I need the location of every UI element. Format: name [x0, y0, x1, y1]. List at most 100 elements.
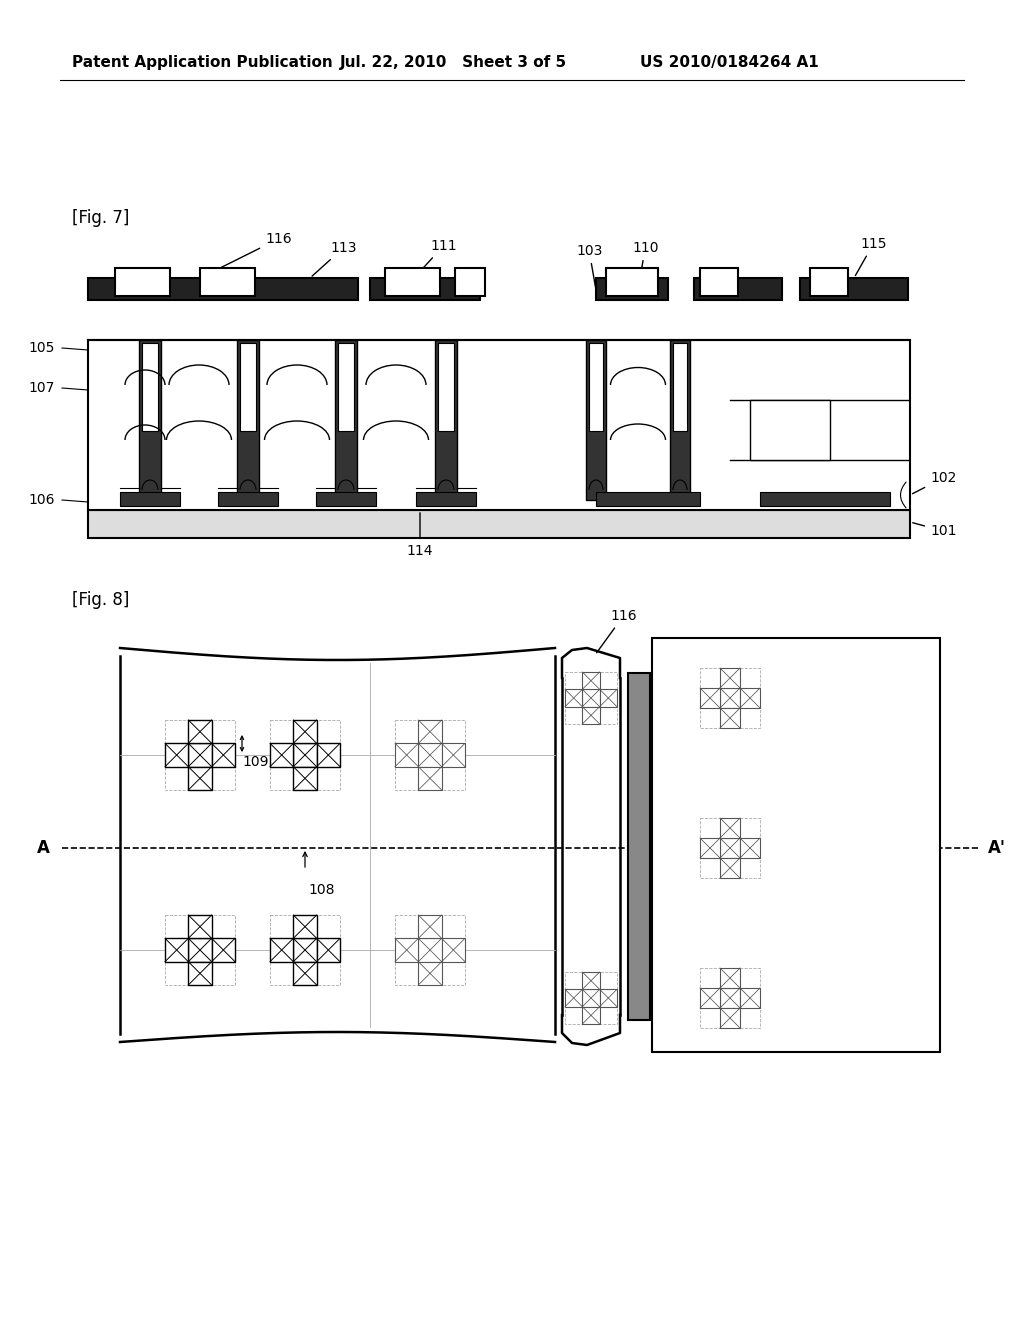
Text: A': A' — [988, 840, 1006, 857]
Bar — [720, 668, 740, 688]
Bar — [720, 968, 740, 987]
Bar — [88, 279, 358, 300]
Bar — [435, 341, 457, 500]
Bar — [565, 689, 583, 706]
Bar — [419, 719, 441, 743]
Bar — [628, 673, 650, 1020]
Bar — [240, 343, 256, 432]
Bar — [395, 939, 419, 962]
Bar — [720, 708, 740, 729]
Bar — [316, 743, 340, 767]
Bar — [188, 915, 212, 939]
Bar — [385, 268, 440, 296]
Text: 108: 108 — [308, 883, 335, 898]
Text: 101: 101 — [912, 523, 956, 539]
Bar — [188, 719, 212, 743]
Bar — [700, 838, 720, 858]
Bar — [165, 719, 234, 789]
Bar — [583, 1007, 600, 1024]
Bar — [441, 939, 465, 962]
Bar — [88, 341, 910, 510]
Bar — [596, 492, 700, 506]
Bar — [700, 268, 738, 296]
Bar — [188, 939, 212, 962]
Bar — [419, 767, 441, 789]
Bar — [165, 743, 188, 767]
Bar — [142, 343, 158, 432]
Bar — [293, 939, 316, 962]
Bar — [88, 510, 910, 539]
Bar — [419, 743, 441, 767]
Bar — [270, 743, 293, 767]
Bar — [700, 668, 760, 729]
Bar — [720, 987, 740, 1008]
Bar — [188, 962, 212, 985]
Bar — [370, 279, 480, 300]
Text: 103: 103 — [575, 244, 602, 288]
Bar — [700, 688, 720, 708]
Bar — [316, 939, 340, 962]
Bar — [586, 341, 606, 500]
Bar — [565, 972, 617, 1024]
Bar — [583, 972, 600, 989]
Bar — [270, 719, 340, 789]
Text: US 2010/0184264 A1: US 2010/0184264 A1 — [640, 54, 819, 70]
Bar — [212, 743, 234, 767]
Bar — [800, 279, 908, 300]
Bar — [589, 343, 603, 432]
Text: 116: 116 — [203, 232, 292, 277]
Bar — [583, 989, 600, 1007]
Text: 102: 102 — [912, 471, 956, 494]
Text: 115: 115 — [855, 238, 887, 276]
Bar — [720, 688, 740, 708]
Bar — [165, 939, 188, 962]
Bar — [720, 838, 740, 858]
Bar — [293, 767, 316, 789]
Bar — [740, 688, 760, 708]
Bar — [395, 719, 465, 789]
Bar — [139, 341, 161, 500]
Text: 113: 113 — [312, 242, 356, 276]
Bar — [700, 818, 760, 878]
Bar — [419, 915, 441, 939]
Text: Jul. 22, 2010   Sheet 3 of 5: Jul. 22, 2010 Sheet 3 of 5 — [340, 54, 567, 70]
Bar — [188, 743, 212, 767]
Text: A: A — [37, 840, 50, 857]
Bar — [673, 343, 687, 432]
Text: 114: 114 — [407, 512, 433, 558]
Bar — [600, 689, 617, 706]
Bar — [652, 638, 940, 1052]
Bar — [419, 962, 441, 985]
Text: 111: 111 — [416, 239, 457, 276]
Bar — [395, 743, 419, 767]
Bar — [237, 341, 259, 500]
Bar — [115, 268, 170, 296]
Bar — [270, 915, 340, 985]
Bar — [212, 939, 234, 962]
Bar — [316, 492, 376, 506]
Bar — [740, 838, 760, 858]
Text: 107: 107 — [29, 381, 55, 395]
Bar — [165, 915, 234, 985]
Bar — [583, 706, 600, 723]
Text: 105: 105 — [29, 341, 55, 355]
Bar — [700, 968, 760, 1028]
Text: [Fig. 8]: [Fig. 8] — [72, 591, 129, 609]
Bar — [750, 400, 830, 459]
Bar — [583, 689, 600, 706]
Bar — [338, 343, 354, 432]
Bar — [596, 279, 668, 300]
Bar — [293, 915, 316, 939]
Text: Patent Application Publication: Patent Application Publication — [72, 54, 333, 70]
Text: 106: 106 — [29, 492, 55, 507]
Bar — [200, 268, 255, 296]
Bar — [416, 492, 476, 506]
Text: 116: 116 — [597, 609, 637, 653]
Bar — [120, 492, 180, 506]
Bar — [293, 962, 316, 985]
Bar — [740, 987, 760, 1008]
Bar — [419, 939, 441, 962]
Bar — [438, 343, 454, 432]
Bar — [293, 743, 316, 767]
Bar — [293, 719, 316, 743]
